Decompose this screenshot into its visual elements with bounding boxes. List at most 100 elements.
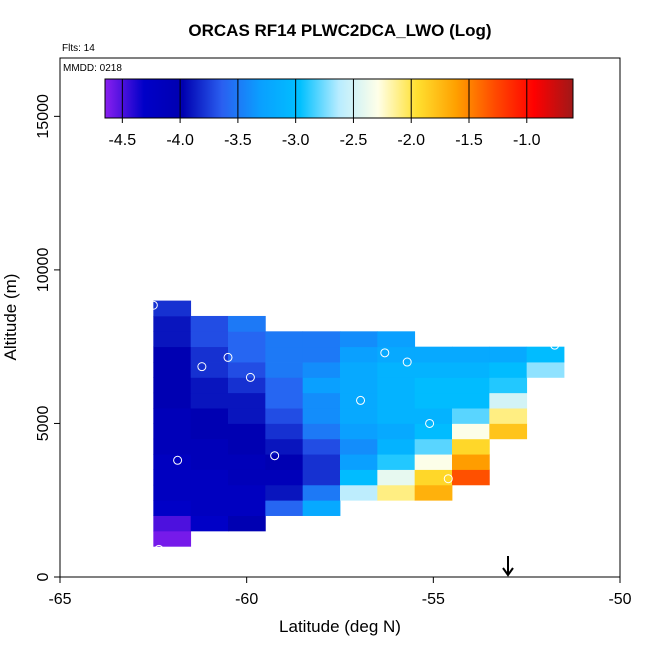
heatmap-cell — [377, 469, 416, 486]
heatmap-cell — [190, 377, 229, 394]
colorbar-tick-label: -4.5 — [109, 132, 137, 149]
heatmap-cell — [414, 377, 453, 394]
y-tick-label: 10000 — [35, 248, 52, 293]
heatmap-cell — [153, 377, 192, 394]
colorbar-tick-label: -4.0 — [166, 132, 194, 149]
heatmap-cell — [265, 454, 304, 470]
heatmap-cell — [153, 423, 192, 440]
heatmap-cell — [377, 392, 416, 409]
heatmap-cell — [526, 346, 565, 363]
heatmap-cell — [228, 500, 266, 516]
heatmap-cell — [265, 484, 304, 501]
heatmap-cell — [265, 438, 304, 455]
heatmap-cell — [153, 346, 192, 363]
heatmap-cell — [265, 469, 304, 486]
heatmap-cell — [265, 377, 304, 394]
heatmap-cell — [153, 392, 192, 409]
flight-point — [270, 451, 280, 461]
heatmap-cell — [414, 469, 453, 486]
heatmap-cell — [377, 423, 416, 440]
heatmap-cell — [228, 331, 266, 348]
heatmap-cell — [377, 454, 416, 470]
heatmap-cell — [190, 469, 229, 486]
heatmap-cell — [228, 438, 266, 455]
heatmap-cell — [489, 346, 528, 363]
colorbar-tick-label: -1.0 — [513, 132, 541, 149]
heatmap-cell — [340, 377, 378, 394]
heatmap-cell — [377, 438, 416, 455]
heatmap-cell — [340, 423, 378, 440]
heatmap-cell — [302, 392, 341, 409]
arrow-head — [502, 567, 514, 577]
heatmap-cell — [414, 438, 453, 455]
heatmap-cell — [153, 530, 192, 547]
flight-point — [402, 357, 412, 367]
heatmap-cell — [153, 362, 192, 378]
colorbar-tick-label: -1.5 — [455, 132, 483, 149]
x-tick-label: -65 — [48, 591, 71, 608]
heatmap-cell — [302, 469, 341, 486]
heatmap-cell — [190, 500, 229, 516]
heatmap-cell — [452, 454, 490, 470]
heatmap-cell — [414, 423, 453, 440]
heatmap-cell — [228, 515, 266, 532]
heatmap-cell — [302, 484, 341, 501]
heatmap-cell — [452, 346, 490, 363]
heatmap-cell — [153, 331, 192, 348]
heatmap-cell — [526, 362, 565, 378]
subtitle: Flts: 14 — [62, 43, 95, 54]
heatmap-cell — [489, 423, 528, 440]
plot-frame — [59, 57, 621, 578]
heatmap-cell — [302, 500, 341, 516]
heatmap-cell — [302, 454, 341, 470]
heatmap-cell — [340, 346, 378, 363]
heatmap-cell — [302, 438, 341, 455]
colorbar-tick-label: -2.5 — [340, 132, 368, 149]
heatmap-cell — [452, 438, 490, 455]
heatmap-cell — [228, 423, 266, 440]
heatmap-cell — [265, 331, 304, 348]
heatmap-cell — [414, 346, 453, 363]
heatmap-cell — [153, 300, 192, 317]
heatmap-cell — [340, 331, 378, 348]
heatmap-cell — [190, 346, 229, 363]
heatmap-cell — [228, 377, 266, 394]
heatmap-cell — [489, 408, 528, 424]
heatmap-cell — [452, 408, 490, 424]
heatmap-cell — [228, 362, 266, 378]
heatmap-cell — [340, 408, 378, 424]
annotation: MMDD: 0218 — [63, 63, 122, 74]
heatmap-cell — [340, 438, 378, 455]
x-tick-label: -60 — [235, 591, 258, 608]
heatmap-cell — [190, 362, 229, 378]
heatmap-cell — [265, 423, 304, 440]
heatmap-cell — [452, 423, 490, 440]
y-tick-label: 5000 — [35, 406, 52, 442]
heatmap-cell — [452, 362, 490, 378]
heatmap-cell — [190, 484, 229, 501]
flight-point — [197, 362, 207, 372]
flight-point — [154, 544, 164, 554]
y-tick-label: 15000 — [35, 94, 52, 139]
heatmap-cell — [228, 408, 266, 424]
y-tick-label: 0 — [35, 572, 52, 581]
colorbar-tick-label: -3.5 — [224, 132, 252, 149]
heatmap-cell — [153, 408, 192, 424]
heatmap-cell — [302, 408, 341, 424]
x-axis-label: Latitude (deg N) — [279, 617, 401, 636]
heatmap-cell — [153, 454, 192, 470]
heatmap-cell — [265, 392, 304, 409]
heatmap-cell — [265, 362, 304, 378]
heatmap-cell — [377, 331, 416, 348]
heatmap-cell — [489, 362, 528, 378]
heatmap-cell — [190, 423, 229, 440]
heatmap-cell — [452, 377, 490, 394]
heatmap-cell — [190, 392, 229, 409]
heatmap-cell — [153, 469, 192, 486]
heatmap-cell — [340, 362, 378, 378]
heatmap-cell — [414, 392, 453, 409]
colorbar-tick-label: -2.0 — [397, 132, 425, 149]
heatmap-cell — [340, 469, 378, 486]
heatmap-cell — [302, 362, 341, 378]
